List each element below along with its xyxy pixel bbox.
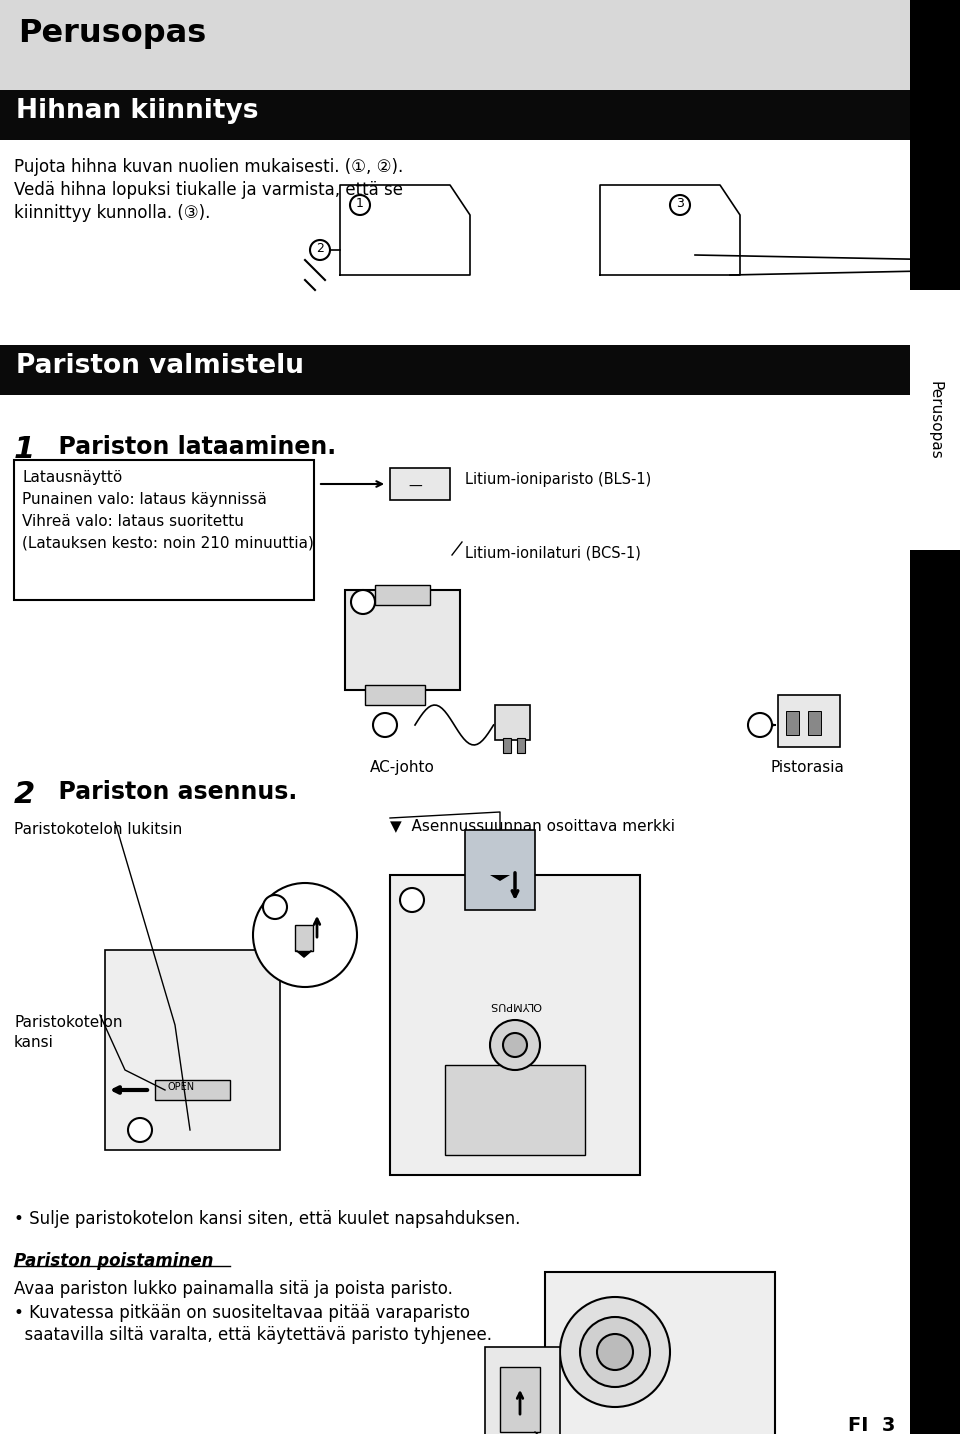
Text: 2: 2	[756, 717, 765, 731]
Text: (Latauksen kesto: noin 210 minuuttia): (Latauksen kesto: noin 210 minuuttia)	[22, 536, 314, 551]
Text: Pistorasia: Pistorasia	[770, 760, 844, 774]
Circle shape	[503, 1032, 527, 1057]
Text: 1: 1	[14, 435, 36, 465]
Text: Litium-ioniparisto (BLS-1): Litium-ioniparisto (BLS-1)	[465, 472, 651, 488]
FancyBboxPatch shape	[500, 1367, 540, 1433]
FancyBboxPatch shape	[0, 90, 910, 141]
Circle shape	[350, 195, 370, 215]
FancyBboxPatch shape	[105, 949, 280, 1150]
Text: Litium-ionilaturi (BCS-1): Litium-ionilaturi (BCS-1)	[465, 545, 641, 561]
FancyBboxPatch shape	[390, 467, 450, 500]
Text: 2: 2	[136, 1121, 145, 1136]
FancyBboxPatch shape	[375, 585, 430, 605]
FancyBboxPatch shape	[485, 1347, 560, 1434]
Text: • Sulje paristokotelon kansi siten, että kuulet napsahduksen.: • Sulje paristokotelon kansi siten, että…	[14, 1210, 520, 1228]
FancyBboxPatch shape	[910, 0, 960, 1434]
Text: Latausnäyttö: Latausnäyttö	[22, 470, 122, 485]
Text: 3: 3	[676, 196, 684, 209]
Text: —: —	[408, 480, 421, 493]
Text: • Kuvatessa pitkään on suositeltavaa pitää varaparisto: • Kuvatessa pitkään on suositeltavaa pit…	[14, 1304, 470, 1322]
FancyBboxPatch shape	[345, 589, 460, 690]
Text: kiinnittyy kunnolla. (③).: kiinnittyy kunnolla. (③).	[14, 204, 210, 222]
FancyBboxPatch shape	[545, 1272, 775, 1434]
Text: 3: 3	[359, 594, 368, 608]
Circle shape	[128, 1119, 152, 1141]
Circle shape	[253, 883, 357, 987]
FancyBboxPatch shape	[495, 706, 530, 740]
Circle shape	[748, 713, 772, 737]
Text: OLYMPUS: OLYMPUS	[489, 999, 540, 1010]
Text: saatavilla siltä varalta, että käytettävä paristo tyhjenee.: saatavilla siltä varalta, että käytettäv…	[14, 1326, 492, 1344]
Text: Punainen valo: lataus käynnissä: Punainen valo: lataus käynnissä	[22, 492, 267, 508]
Text: Pariston poistaminen: Pariston poistaminen	[14, 1252, 213, 1271]
Circle shape	[310, 239, 330, 260]
Text: Vedä hihna lopuksi tiukalle ja varmista, että se: Vedä hihna lopuksi tiukalle ja varmista,…	[14, 181, 403, 199]
Circle shape	[400, 888, 424, 912]
Text: 2: 2	[14, 780, 36, 809]
Text: Hihnan kiinnitys: Hihnan kiinnitys	[16, 98, 258, 123]
Circle shape	[373, 713, 397, 737]
Text: Pariston asennus.: Pariston asennus.	[42, 780, 298, 804]
FancyBboxPatch shape	[778, 695, 840, 747]
Text: kansi: kansi	[14, 1035, 54, 1050]
Text: 3: 3	[408, 892, 417, 906]
Circle shape	[560, 1296, 670, 1407]
FancyBboxPatch shape	[910, 175, 960, 295]
FancyBboxPatch shape	[786, 711, 799, 736]
FancyBboxPatch shape	[517, 739, 525, 753]
Text: 1: 1	[356, 196, 364, 209]
Circle shape	[351, 589, 375, 614]
Text: Avaa pariston lukko painamalla sitä ja poista paristo.: Avaa pariston lukko painamalla sitä ja p…	[14, 1281, 453, 1298]
FancyBboxPatch shape	[365, 685, 425, 706]
Text: FI  3: FI 3	[848, 1415, 895, 1434]
Text: Paristokotelon lukitsin: Paristokotelon lukitsin	[14, 822, 182, 837]
FancyBboxPatch shape	[390, 875, 640, 1174]
FancyBboxPatch shape	[0, 346, 910, 394]
Text: Paristokotelon: Paristokotelon	[14, 1015, 123, 1030]
Polygon shape	[297, 951, 311, 956]
FancyBboxPatch shape	[465, 830, 535, 911]
Text: 2: 2	[316, 242, 324, 255]
Text: ▼  Asennussuunnan osoittava merkki: ▼ Asennussuunnan osoittava merkki	[390, 817, 675, 833]
Text: 1: 1	[381, 717, 390, 731]
FancyBboxPatch shape	[295, 925, 313, 951]
FancyBboxPatch shape	[910, 290, 960, 551]
Circle shape	[490, 1020, 540, 1070]
Polygon shape	[490, 875, 510, 880]
Text: Pujota hihna kuvan nuolien mukaisesti. (①, ②).: Pujota hihna kuvan nuolien mukaisesti. (…	[14, 158, 403, 176]
FancyBboxPatch shape	[445, 1065, 585, 1154]
Circle shape	[670, 195, 690, 215]
Text: Vihreä valo: lataus suoritettu: Vihreä valo: lataus suoritettu	[22, 513, 244, 529]
FancyBboxPatch shape	[808, 711, 821, 736]
Text: 1: 1	[271, 899, 280, 913]
FancyBboxPatch shape	[0, 0, 910, 90]
FancyBboxPatch shape	[503, 739, 511, 753]
FancyBboxPatch shape	[155, 1080, 230, 1100]
Circle shape	[263, 895, 287, 919]
Circle shape	[597, 1334, 633, 1369]
FancyBboxPatch shape	[14, 460, 314, 599]
Text: Perusopas: Perusopas	[18, 19, 206, 49]
Text: Pariston lataaminen.: Pariston lataaminen.	[42, 435, 336, 459]
Text: OPEN: OPEN	[167, 1083, 194, 1093]
Text: Pariston valmistelu: Pariston valmistelu	[16, 353, 304, 379]
Text: Perusopas: Perusopas	[927, 380, 943, 459]
Circle shape	[580, 1316, 650, 1387]
Text: AC-johto: AC-johto	[370, 760, 435, 774]
